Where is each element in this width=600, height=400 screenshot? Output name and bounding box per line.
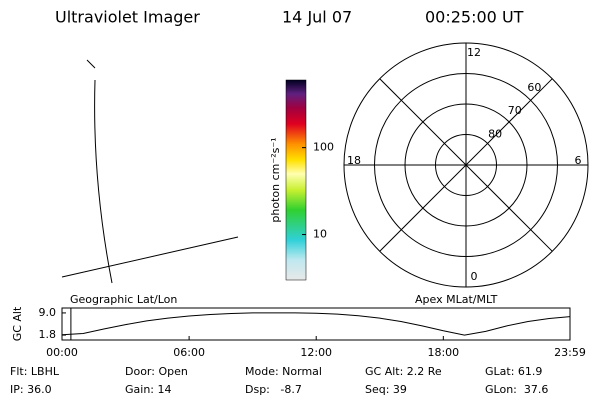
polar-label: Apex MLat/MLT — [415, 293, 498, 306]
altitude-line — [61, 312, 571, 336]
lat-label: 60 — [527, 81, 541, 94]
date: 14 Jul 07 — [282, 8, 352, 27]
title: Ultraviolet Imager — [55, 8, 200, 27]
colorbar — [285, 79, 307, 281]
mlt-label: 12 — [467, 46, 481, 59]
colorbar-tick-label: 10 — [313, 228, 327, 241]
geo-line — [86, 59, 96, 69]
x-tick-label: 12:00 — [300, 346, 332, 359]
x-tick-label: 00:00 — [46, 346, 78, 359]
info-text: GC Alt: 2.2 Re — [365, 365, 442, 378]
lat-label: 70 — [508, 104, 522, 117]
geo-line — [61, 236, 239, 278]
geo-panel — [61, 59, 239, 284]
info-text: GLat: 61.9 — [485, 365, 542, 378]
info-text: Mode: Normal — [245, 365, 322, 378]
mlt-label: 6 — [575, 154, 582, 167]
colorbar-label: photon cm⁻²s⁻¹ — [269, 137, 282, 222]
geo-line — [94, 79, 113, 284]
info-text: Flt: LBHL — [10, 365, 60, 378]
time: 00:25:00 UT — [425, 8, 524, 27]
colorbar-tick-label: 100 — [313, 141, 334, 154]
geo-label: Geographic Lat/Lon — [70, 293, 177, 306]
info-text: GLon: 37.6 — [485, 383, 548, 396]
y-tick-label: 9.0 — [39, 306, 57, 319]
y-axis-label: GC Alt — [11, 306, 24, 341]
info-text: Seq: 39 — [365, 383, 407, 396]
mlt-label: 18 — [347, 154, 361, 167]
info-text: Dsp: -8.7 — [245, 383, 302, 396]
y-tick-label: 1.8 — [39, 328, 57, 341]
x-tick-label: 23:59 — [554, 346, 586, 359]
x-tick-label: 06:00 — [173, 346, 205, 359]
info-text: IP: 36.0 — [10, 383, 52, 396]
info-text: Gain: 14 — [125, 383, 172, 396]
mlt-label: 0 — [471, 270, 478, 283]
lat-label: 80 — [488, 128, 502, 141]
info-text: Door: Open — [125, 365, 188, 378]
x-tick-label: 18:00 — [427, 346, 459, 359]
